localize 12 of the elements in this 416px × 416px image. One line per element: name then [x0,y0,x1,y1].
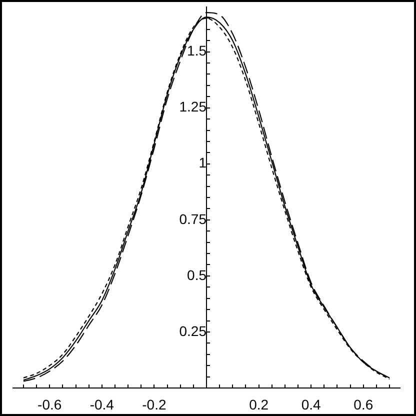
x-tick-label: -0.6 [38,396,62,412]
x-tick-label: 0.2 [249,396,269,412]
x-tick-label: 0.4 [301,396,322,412]
y-tick-label: 1.5 [187,42,207,59]
y-tick-label: 0.75 [179,210,207,227]
y-tick-label: 1 [198,154,207,171]
x-tick-label: 0.6 [354,396,374,412]
y-tick-label: 1.25 [179,98,207,115]
x-tick-label: -0.2 [142,396,166,412]
x-tick-label: -0.4 [90,396,114,412]
y-tick-label: 0.5 [187,266,207,283]
y-tick-label: 0.25 [179,322,207,339]
